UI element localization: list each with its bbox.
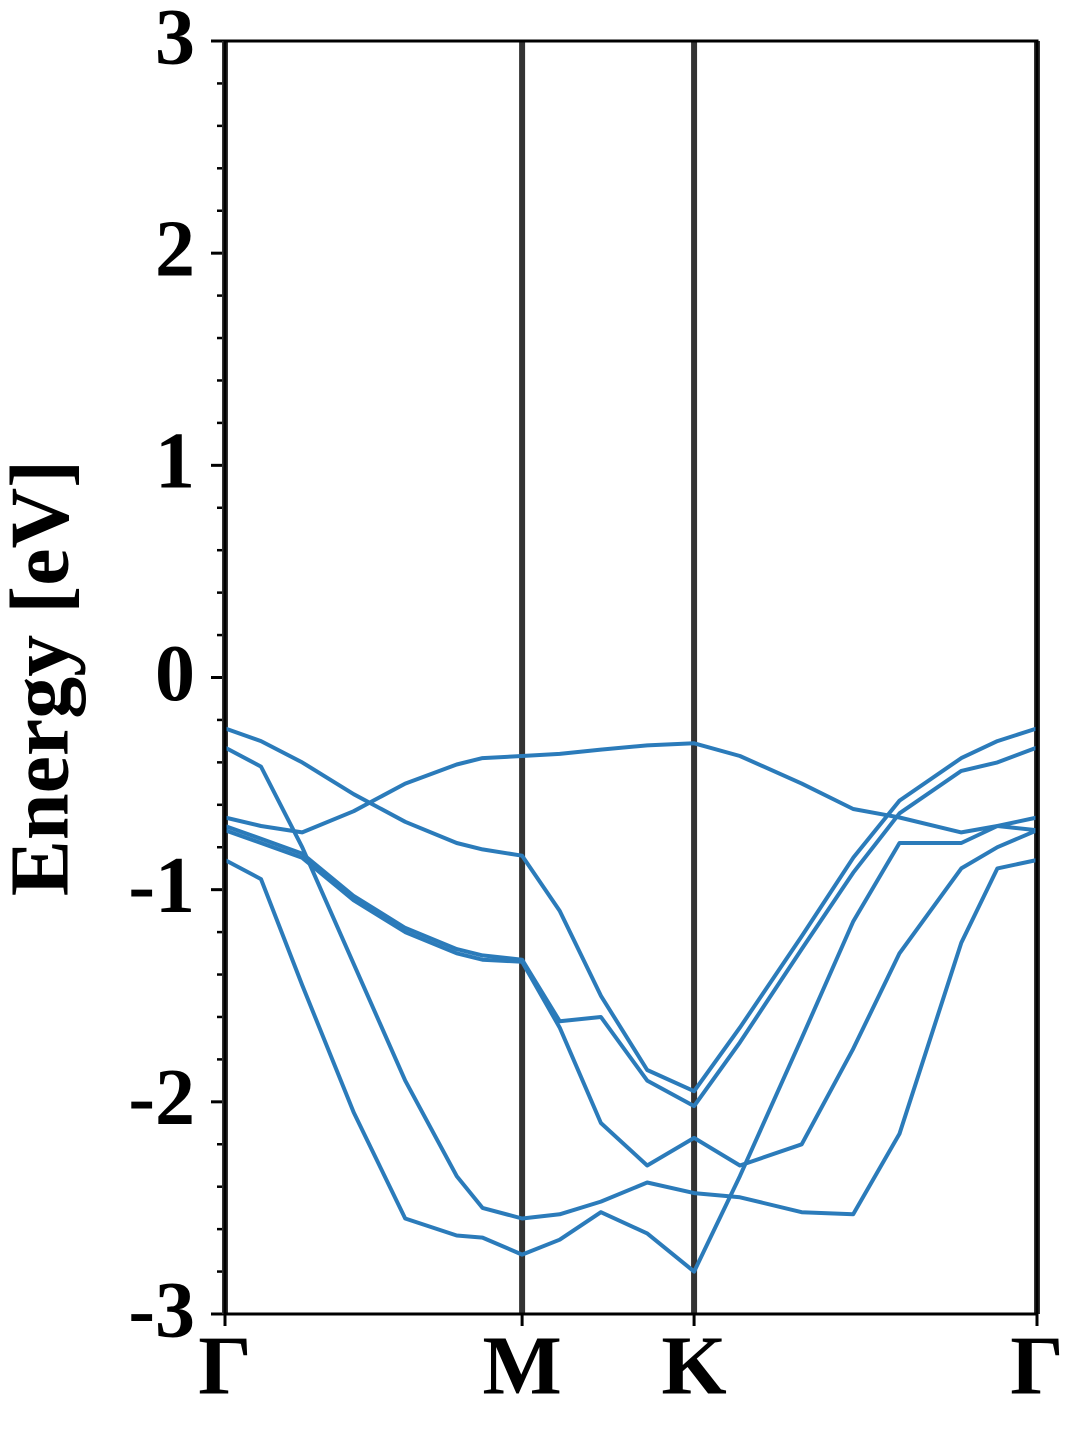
- y-tick-label: 0: [155, 630, 195, 718]
- x-tick-label: M: [482, 1319, 561, 1412]
- band-line: [224, 741, 1038, 835]
- x-tick-label: Γ: [198, 1319, 251, 1412]
- band-line: [224, 745, 1038, 1221]
- y-tick-label: 1: [155, 418, 195, 506]
- y-tick-label: 2: [155, 206, 195, 294]
- y-tick-label: -1: [128, 842, 195, 930]
- x-tick-label: Γ: [1010, 1319, 1063, 1412]
- y-tick-label: 3: [155, 0, 195, 81]
- plot-frame: [223, 39, 1039, 1316]
- band-line: [224, 745, 1038, 1109]
- band-line: [224, 828, 1038, 1168]
- x-tick-label: K: [661, 1319, 726, 1412]
- y-axis-label: Energy [eV]: [0, 460, 86, 896]
- band-line: [224, 726, 1038, 1094]
- y-tick-label: -3: [128, 1266, 195, 1354]
- y-tick-label: -2: [128, 1054, 195, 1142]
- band-line: [224, 824, 1038, 1274]
